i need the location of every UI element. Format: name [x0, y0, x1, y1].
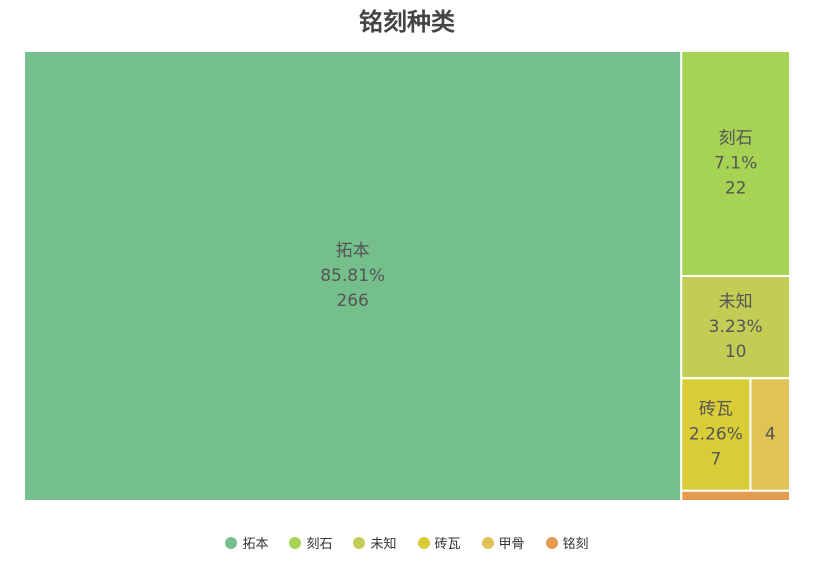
legend-label: 铭刻: [562, 537, 589, 552]
legend-item-4[interactable]: 甲骨: [481, 533, 525, 552]
treemap-label-3-0: 砖瓦: [699, 400, 733, 420]
treemap-label-1-0: 刻石: [719, 129, 753, 149]
legend-swatch-icon: [353, 536, 366, 549]
treemap-label-2-2: 10: [725, 342, 747, 362]
legend-swatch-icon: [225, 536, 238, 549]
treemap-label-1-2: 22: [725, 179, 747, 199]
legend-label: 刻石: [306, 537, 333, 552]
treemap-label-0-1: 85.81%: [320, 266, 385, 286]
legend-item-1[interactable]: 刻石: [289, 533, 332, 552]
legend-label: 砖瓦: [434, 537, 461, 552]
treemap-label-4-0: 4: [765, 425, 776, 445]
treemap-label-0-2: 266: [336, 291, 368, 311]
legend-swatch-icon: [289, 536, 302, 549]
legend-label: 甲骨: [498, 537, 525, 552]
treemap-label-1-1: 7.1%: [714, 154, 757, 174]
legend-swatch-icon: [545, 536, 558, 549]
treemap-label-0-0: 拓本: [336, 241, 370, 261]
legend-item-3[interactable]: 砖瓦: [417, 533, 461, 552]
treemap-cell-2[interactable]: [680, 275, 791, 380]
legend-label: 未知: [370, 537, 397, 552]
treemap-label-2-0: 未知: [719, 292, 753, 312]
treemap-cell-5[interactable]: [680, 489, 791, 503]
legend: 拓本 刻石 未知 砖瓦 甲骨 铭刻: [0, 533, 814, 552]
legend-item-2[interactable]: 未知: [353, 533, 397, 552]
treemap-label-3-2: 7: [710, 450, 721, 470]
legend-swatch-icon: [481, 536, 494, 549]
treemap-cell-1[interactable]: [680, 50, 791, 277]
treemap-label-2-1: 3.23%: [709, 317, 763, 337]
legend-item-5[interactable]: 铭刻: [545, 533, 589, 552]
legend-item-0[interactable]: 拓本: [225, 533, 268, 552]
chart-title: 铭刻种类: [359, 8, 455, 36]
treemap-label-3-1: 2.26%: [689, 425, 743, 445]
legend-swatch-icon: [417, 536, 430, 549]
legend-label: 拓本: [242, 537, 269, 552]
treemap-cell-0[interactable]: [23, 50, 683, 502]
